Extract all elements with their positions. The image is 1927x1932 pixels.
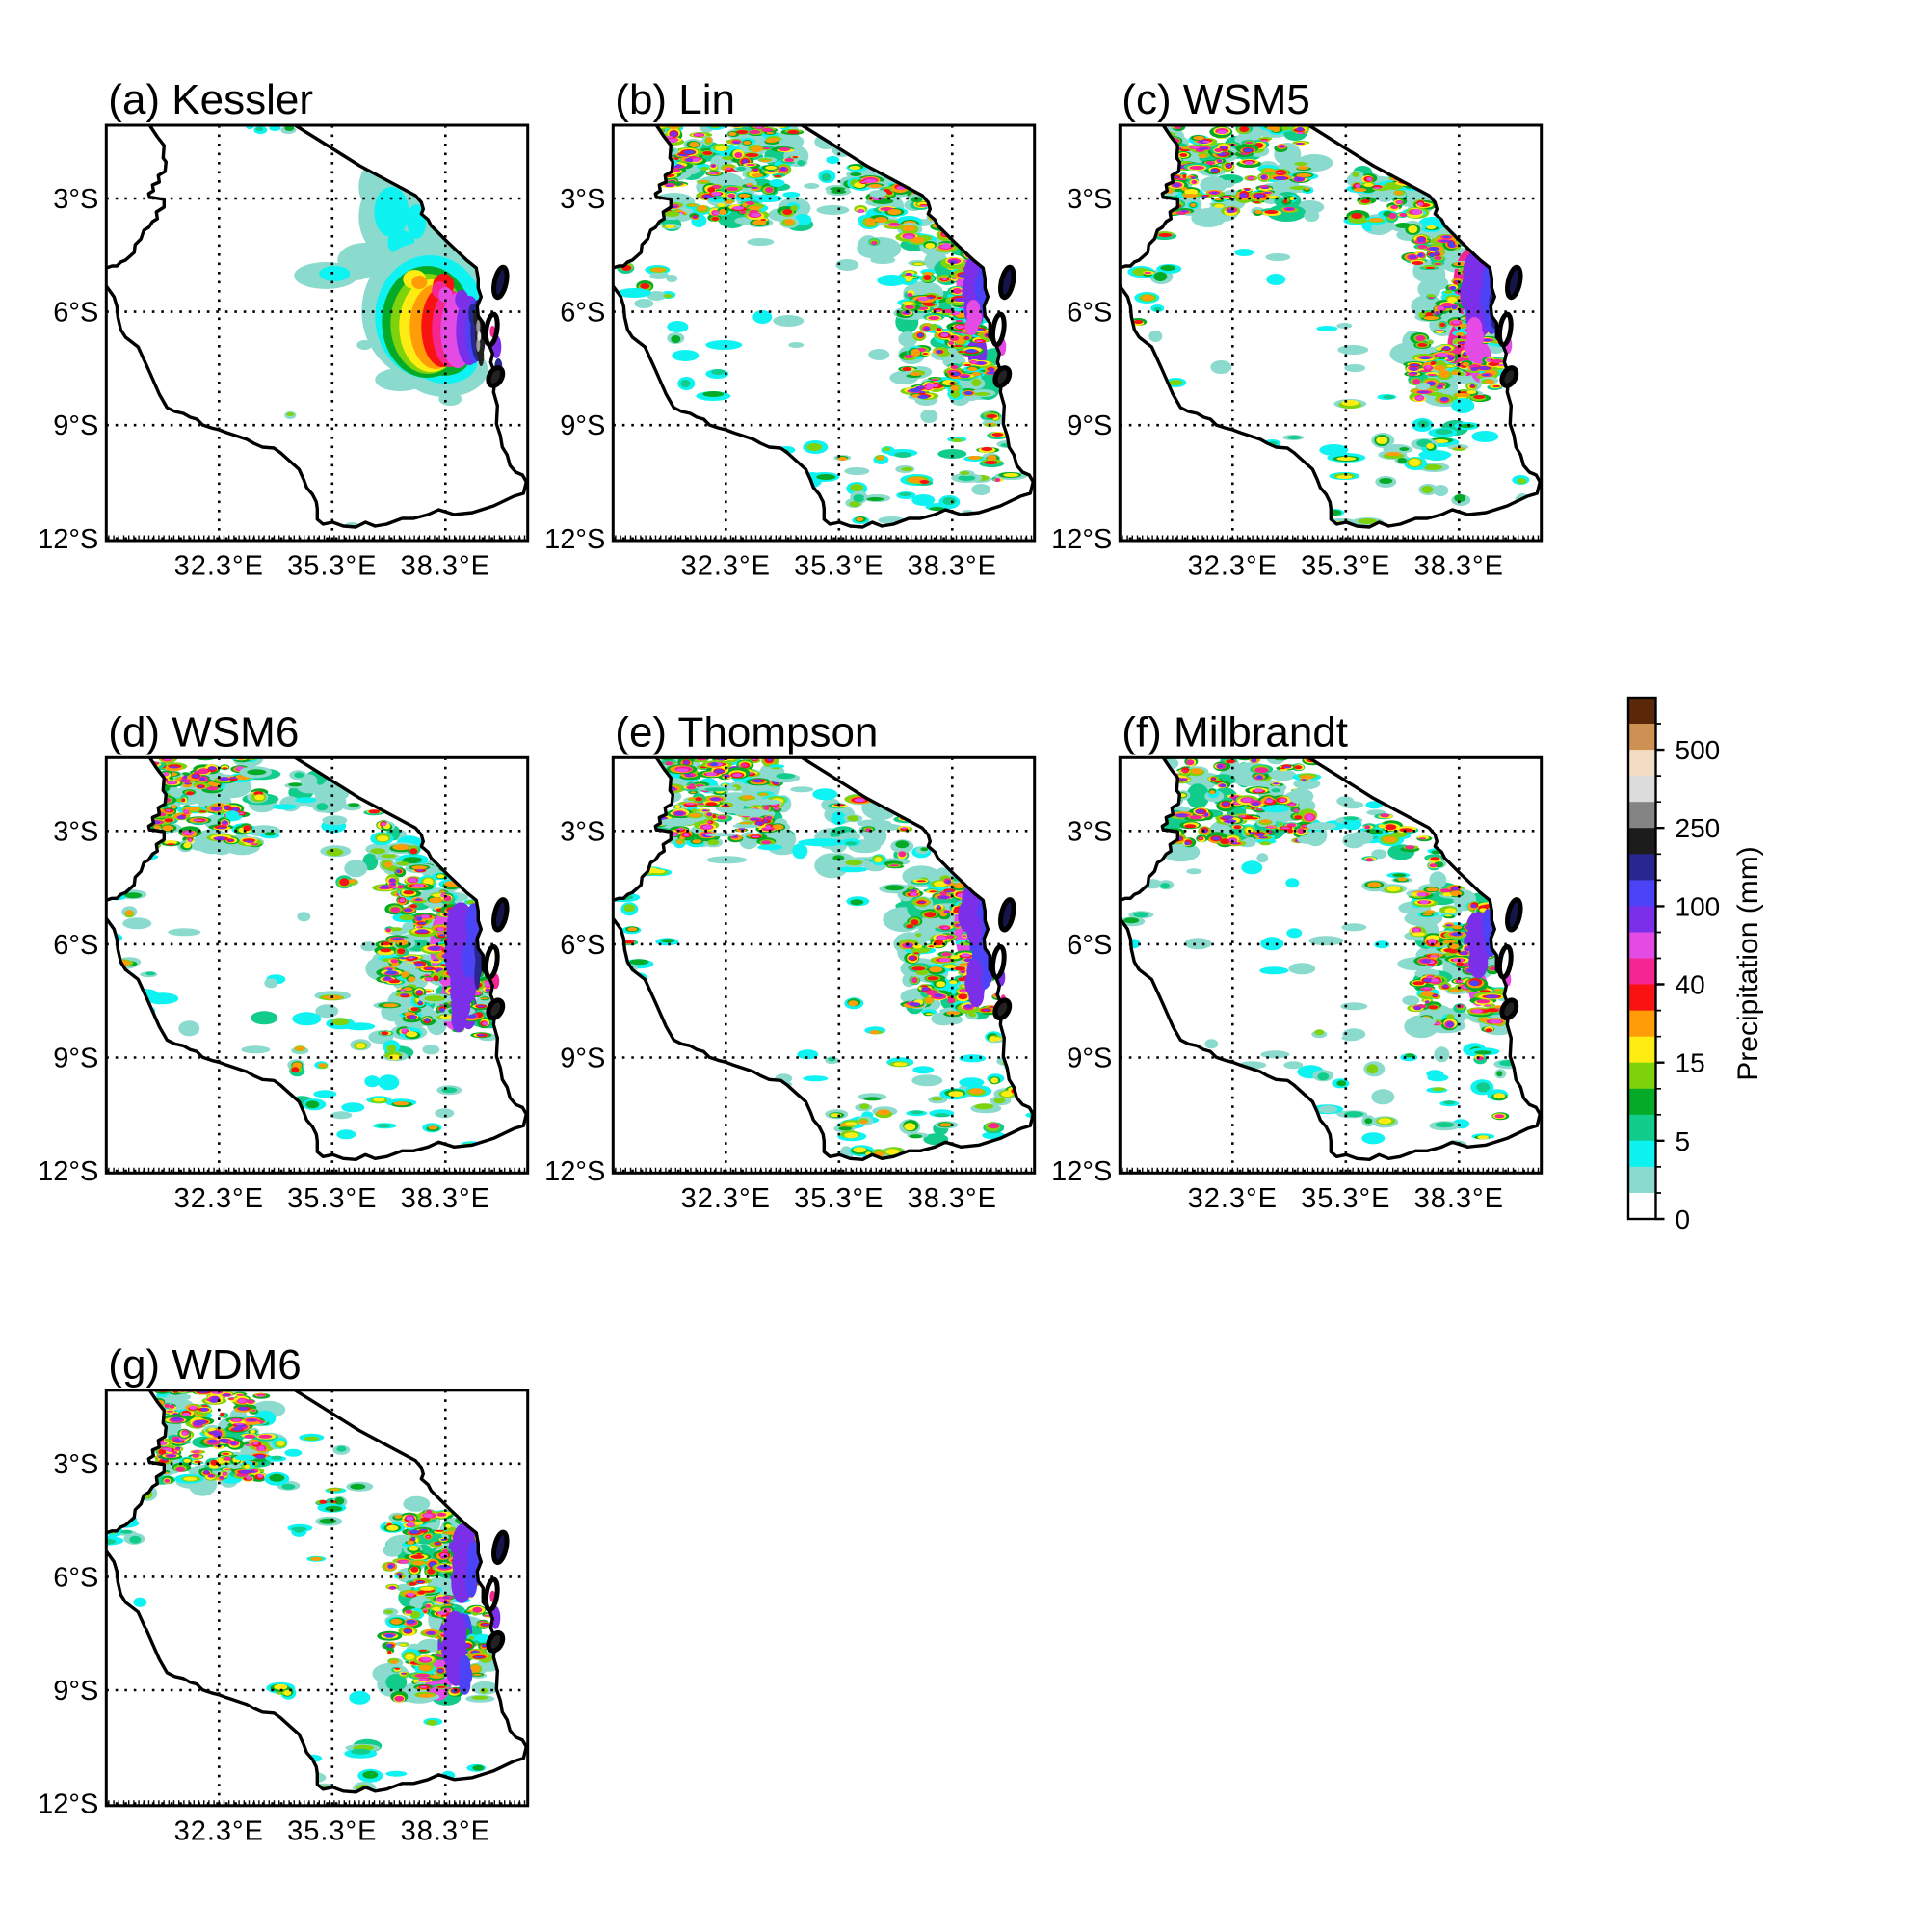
svg-text:(a) Kessler: (a) Kessler bbox=[108, 76, 313, 123]
svg-text:(d) WSM6: (d) WSM6 bbox=[108, 708, 299, 755]
svg-text:(c) WSM5: (c) WSM5 bbox=[1122, 76, 1310, 123]
svg-text:(b) Lin: (b) Lin bbox=[615, 76, 735, 123]
